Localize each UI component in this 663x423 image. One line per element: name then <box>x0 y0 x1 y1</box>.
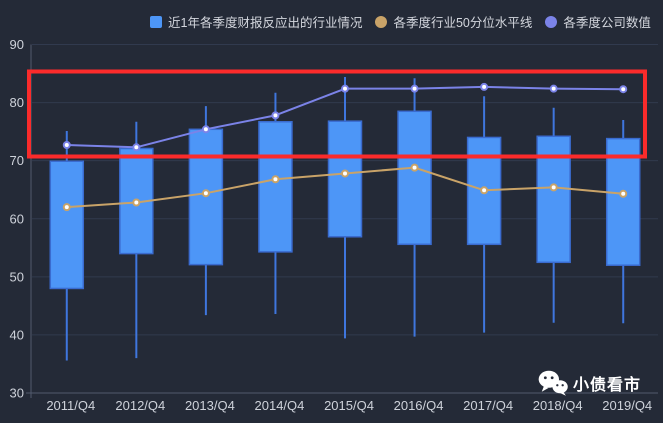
highlight-annotation-rect <box>27 69 647 159</box>
median-point-2018/Q4[interactable] <box>549 183 558 192</box>
x-label-2011-q4: 2011/Q4 <box>46 398 95 413</box>
x-label-2015-q4: 2015/Q4 <box>324 398 374 413</box>
y-tick-label-40: 40 <box>10 327 24 342</box>
candlestick-series-marker-icon <box>150 15 162 28</box>
y-tick-label-60: 60 <box>10 211 24 226</box>
median-point-2016/Q4[interactable] <box>410 163 419 172</box>
company-point-2013/Q4[interactable] <box>201 125 210 134</box>
y-tick-label-80: 80 <box>10 95 24 110</box>
median-point-2013/Q4[interactable] <box>201 189 210 198</box>
median-point-2015/Q4[interactable] <box>341 169 349 178</box>
x-label-2013-q4: 2013/Q4 <box>185 398 235 413</box>
x-label-2016-q4: 2016/Q4 <box>394 398 444 413</box>
company-point-2011/Q4[interactable] <box>62 140 71 149</box>
x-label-2019-q4: 2019/Q4 <box>602 398 652 413</box>
candle-2011/Q4[interactable] <box>49 160 85 290</box>
y-tick-label-50: 50 <box>10 269 24 284</box>
median-point-2017/Q4[interactable] <box>480 186 489 195</box>
median-point-2014/Q4[interactable] <box>271 175 280 184</box>
x-label-2012-q4: 2012/Q4 <box>115 398 165 413</box>
company-point-2012/Q4[interactable] <box>132 143 141 152</box>
company-point-2018/Q4[interactable] <box>549 84 558 93</box>
watermark-text: 小债看市 <box>572 377 641 394</box>
watermark: 小债看市 <box>538 370 641 396</box>
median-point-2011/Q4[interactable] <box>62 203 71 212</box>
legend-item-50th-percentile[interactable]: 各季度行业50分位水平线 <box>375 12 532 31</box>
candle-2015/Q4[interactable] <box>327 120 363 238</box>
company-point-2019/Q4[interactable] <box>619 85 628 94</box>
y-tick-label-90: 90 <box>10 37 24 52</box>
company-point-2017/Q4[interactable] <box>480 82 489 91</box>
y-tick-label-70: 70 <box>10 153 24 168</box>
legend-label: 各季度行业50分位水平线 <box>393 16 533 30</box>
legend-item-industry-range[interactable]: 近1年各季度财报反应出的行业情况 <box>150 12 362 31</box>
y-tick-label-30: 30 <box>10 386 24 401</box>
wechat-logo-icon <box>538 370 568 396</box>
x-label-2017-q4: 2017/Q4 <box>463 398 513 413</box>
company-point-2015/Q4[interactable] <box>341 84 349 93</box>
legend-label: 各季度公司数值 <box>563 16 651 30</box>
x-label-2018-q4: 2018/Q4 <box>533 398 583 413</box>
median-point-2019/Q4[interactable] <box>619 189 628 198</box>
median-line-series-marker-icon <box>375 15 388 28</box>
company-line-series-marker-icon <box>545 15 558 28</box>
company-point-2016/Q4[interactable] <box>410 84 419 93</box>
legend: 近1年各季度财报反应出的行业情况 各季度行业50分位水平线 各季度公司数值 <box>150 12 651 31</box>
legend-label: 近1年各季度财报反应出的行业情况 <box>168 16 363 30</box>
median-point-2012/Q4[interactable] <box>132 198 141 207</box>
company-point-2014/Q4[interactable] <box>271 111 280 120</box>
candle-2014/Q4[interactable] <box>258 121 293 253</box>
candle-2016/Q4[interactable] <box>397 110 432 246</box>
legend-item-company-value[interactable]: 各季度公司数值 <box>545 12 651 31</box>
x-label-2014-q4: 2014/Q4 <box>255 398 305 413</box>
candle-2019/Q4[interactable] <box>605 137 641 266</box>
